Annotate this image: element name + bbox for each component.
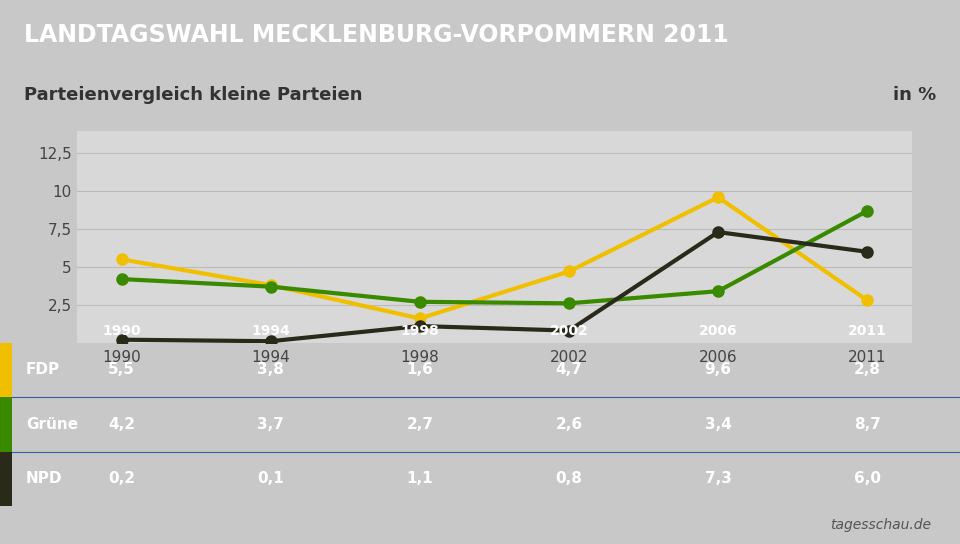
Text: 5,5: 5,5 (108, 362, 135, 378)
Text: 0,2: 0,2 (108, 471, 135, 486)
Text: 4,7: 4,7 (556, 362, 583, 378)
Text: 2,8: 2,8 (853, 362, 880, 378)
Text: 2,6: 2,6 (556, 417, 583, 432)
Text: Parteienvergleich kleine Parteien: Parteienvergleich kleine Parteien (24, 86, 363, 104)
Text: in %: in % (893, 86, 936, 104)
Text: LANDTAGSWAHL MECKLENBURG-VORPOMMERN 2011: LANDTAGSWAHL MECKLENBURG-VORPOMMERN 2011 (24, 23, 729, 47)
FancyBboxPatch shape (0, 397, 12, 452)
Text: FDP: FDP (26, 362, 60, 378)
Text: 2011: 2011 (848, 324, 887, 338)
Text: tagesschau.de: tagesschau.de (830, 518, 931, 532)
Text: 0,1: 0,1 (257, 471, 284, 486)
Text: 1990: 1990 (102, 324, 141, 338)
Text: 9,6: 9,6 (705, 362, 732, 378)
FancyBboxPatch shape (0, 343, 12, 397)
Text: 4,2: 4,2 (108, 417, 135, 432)
Text: 6,0: 6,0 (853, 471, 880, 486)
Text: Grüne: Grüne (26, 417, 78, 432)
Text: 3,4: 3,4 (705, 417, 732, 432)
FancyBboxPatch shape (0, 452, 12, 506)
Text: 1998: 1998 (400, 324, 440, 338)
Text: NPD: NPD (26, 471, 62, 486)
Text: 2002: 2002 (549, 324, 588, 338)
Text: 2006: 2006 (699, 324, 737, 338)
Text: 0,8: 0,8 (556, 471, 583, 486)
Text: 1,1: 1,1 (406, 471, 433, 486)
Text: 3,8: 3,8 (257, 362, 284, 378)
Text: 8,7: 8,7 (853, 417, 880, 432)
Text: 2,7: 2,7 (406, 417, 433, 432)
Text: 7,3: 7,3 (705, 471, 732, 486)
Text: 3,7: 3,7 (257, 417, 284, 432)
Text: 1994: 1994 (252, 324, 290, 338)
Text: 1,6: 1,6 (406, 362, 433, 378)
